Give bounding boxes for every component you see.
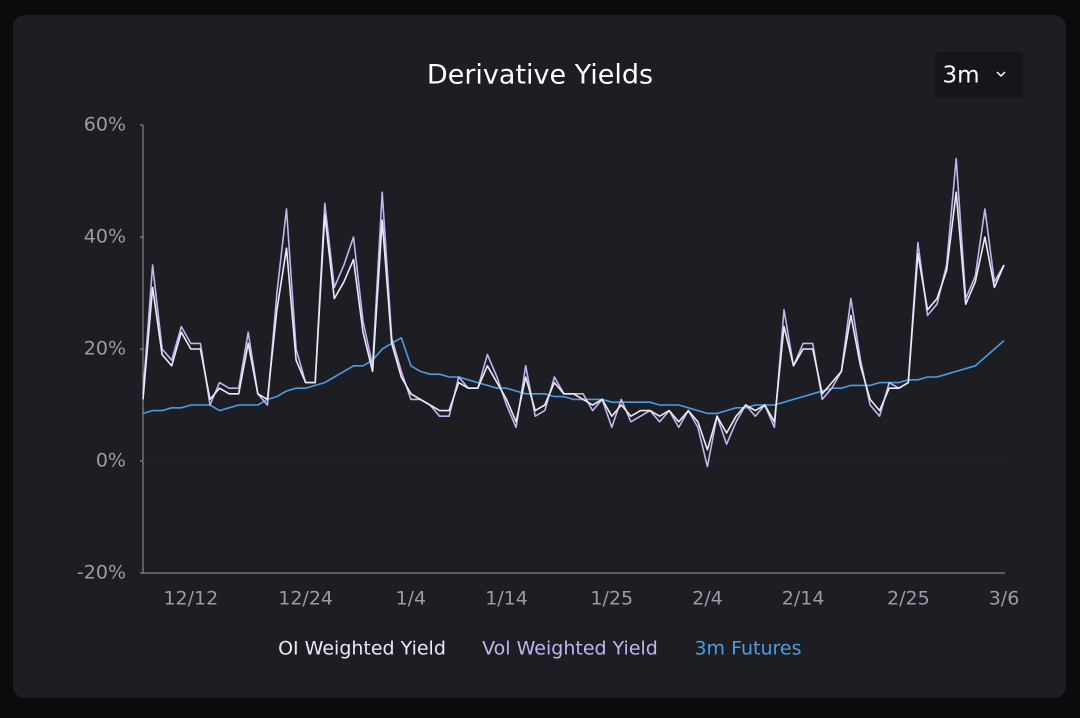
x-tick-label: 2/25 [887,588,930,610]
x-tick-label: 1/25 [590,588,633,610]
dropdown-value[interactable]: 3m [942,63,979,89]
legend-entry[interactable]: Vol Weighted Yield [482,638,658,660]
legend-entry[interactable]: OI Weighted Yield [278,638,446,660]
y-tick-label: 40% [84,226,126,248]
x-tick-label: 12/24 [278,588,333,610]
y-tick-label: -20% [77,562,126,584]
x-tick-label: 1/4 [396,588,427,610]
chart-title: Derivative Yields [427,60,653,91]
x-tick-label: 1/14 [485,588,528,610]
dropdown-box[interactable] [935,52,1023,98]
range-dropdown[interactable]: 3m [935,52,1023,98]
x-tick-label: 3/6 [989,588,1020,610]
card [13,15,1066,698]
series-line [142,337,1005,415]
legend-entry[interactable]: 3m Futures [694,638,801,660]
y-tick-label: 0% [96,450,126,472]
legend: OI Weighted Yield Vol Weighted Yield 3m Fu… [278,638,801,660]
y-tick-label: 20% [84,338,126,360]
chevron[interactable] [996,71,1006,78]
y-tick-label: 60% [84,114,126,136]
x-tick-label: 2/14 [782,588,825,610]
series-line [142,191,1005,451]
x-tick-label: 12/12 [163,588,218,610]
x-tick-label: 2/4 [692,588,723,610]
